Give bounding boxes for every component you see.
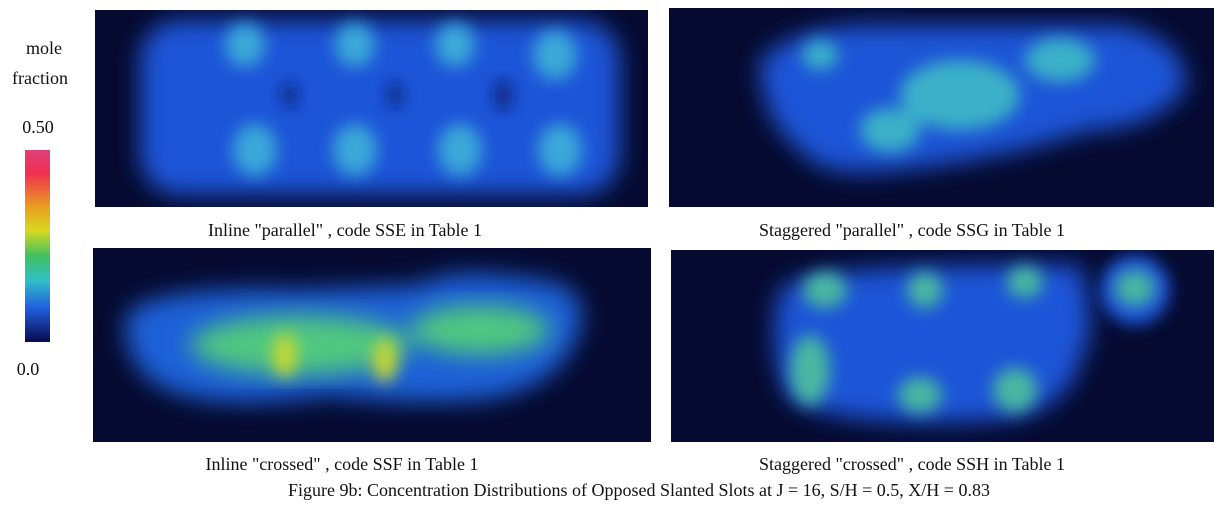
- heatmap: [95, 10, 648, 207]
- colorbar-min: 0.0: [17, 359, 40, 379]
- heatmap: [671, 250, 1214, 442]
- panel-caption: Staggered "parallel" , code SSG in Table…: [759, 220, 1065, 240]
- colorbar-max: 0.50: [22, 117, 54, 137]
- colorbar-title: mole: [26, 38, 62, 58]
- colorbar: [25, 150, 50, 342]
- heatmap: [669, 8, 1214, 207]
- panel-caption: Staggered "crossed" , code SSH in Table …: [759, 454, 1065, 474]
- colorbar-title: fraction: [12, 68, 68, 88]
- panel-caption: Inline "parallel" , code SSE in Table 1: [208, 220, 482, 240]
- figure-caption: Figure 9b: Concentration Distributions o…: [288, 480, 990, 500]
- heatmap: [93, 248, 651, 442]
- panel-caption: Inline "crossed" , code SSF in Table 1: [205, 454, 478, 474]
